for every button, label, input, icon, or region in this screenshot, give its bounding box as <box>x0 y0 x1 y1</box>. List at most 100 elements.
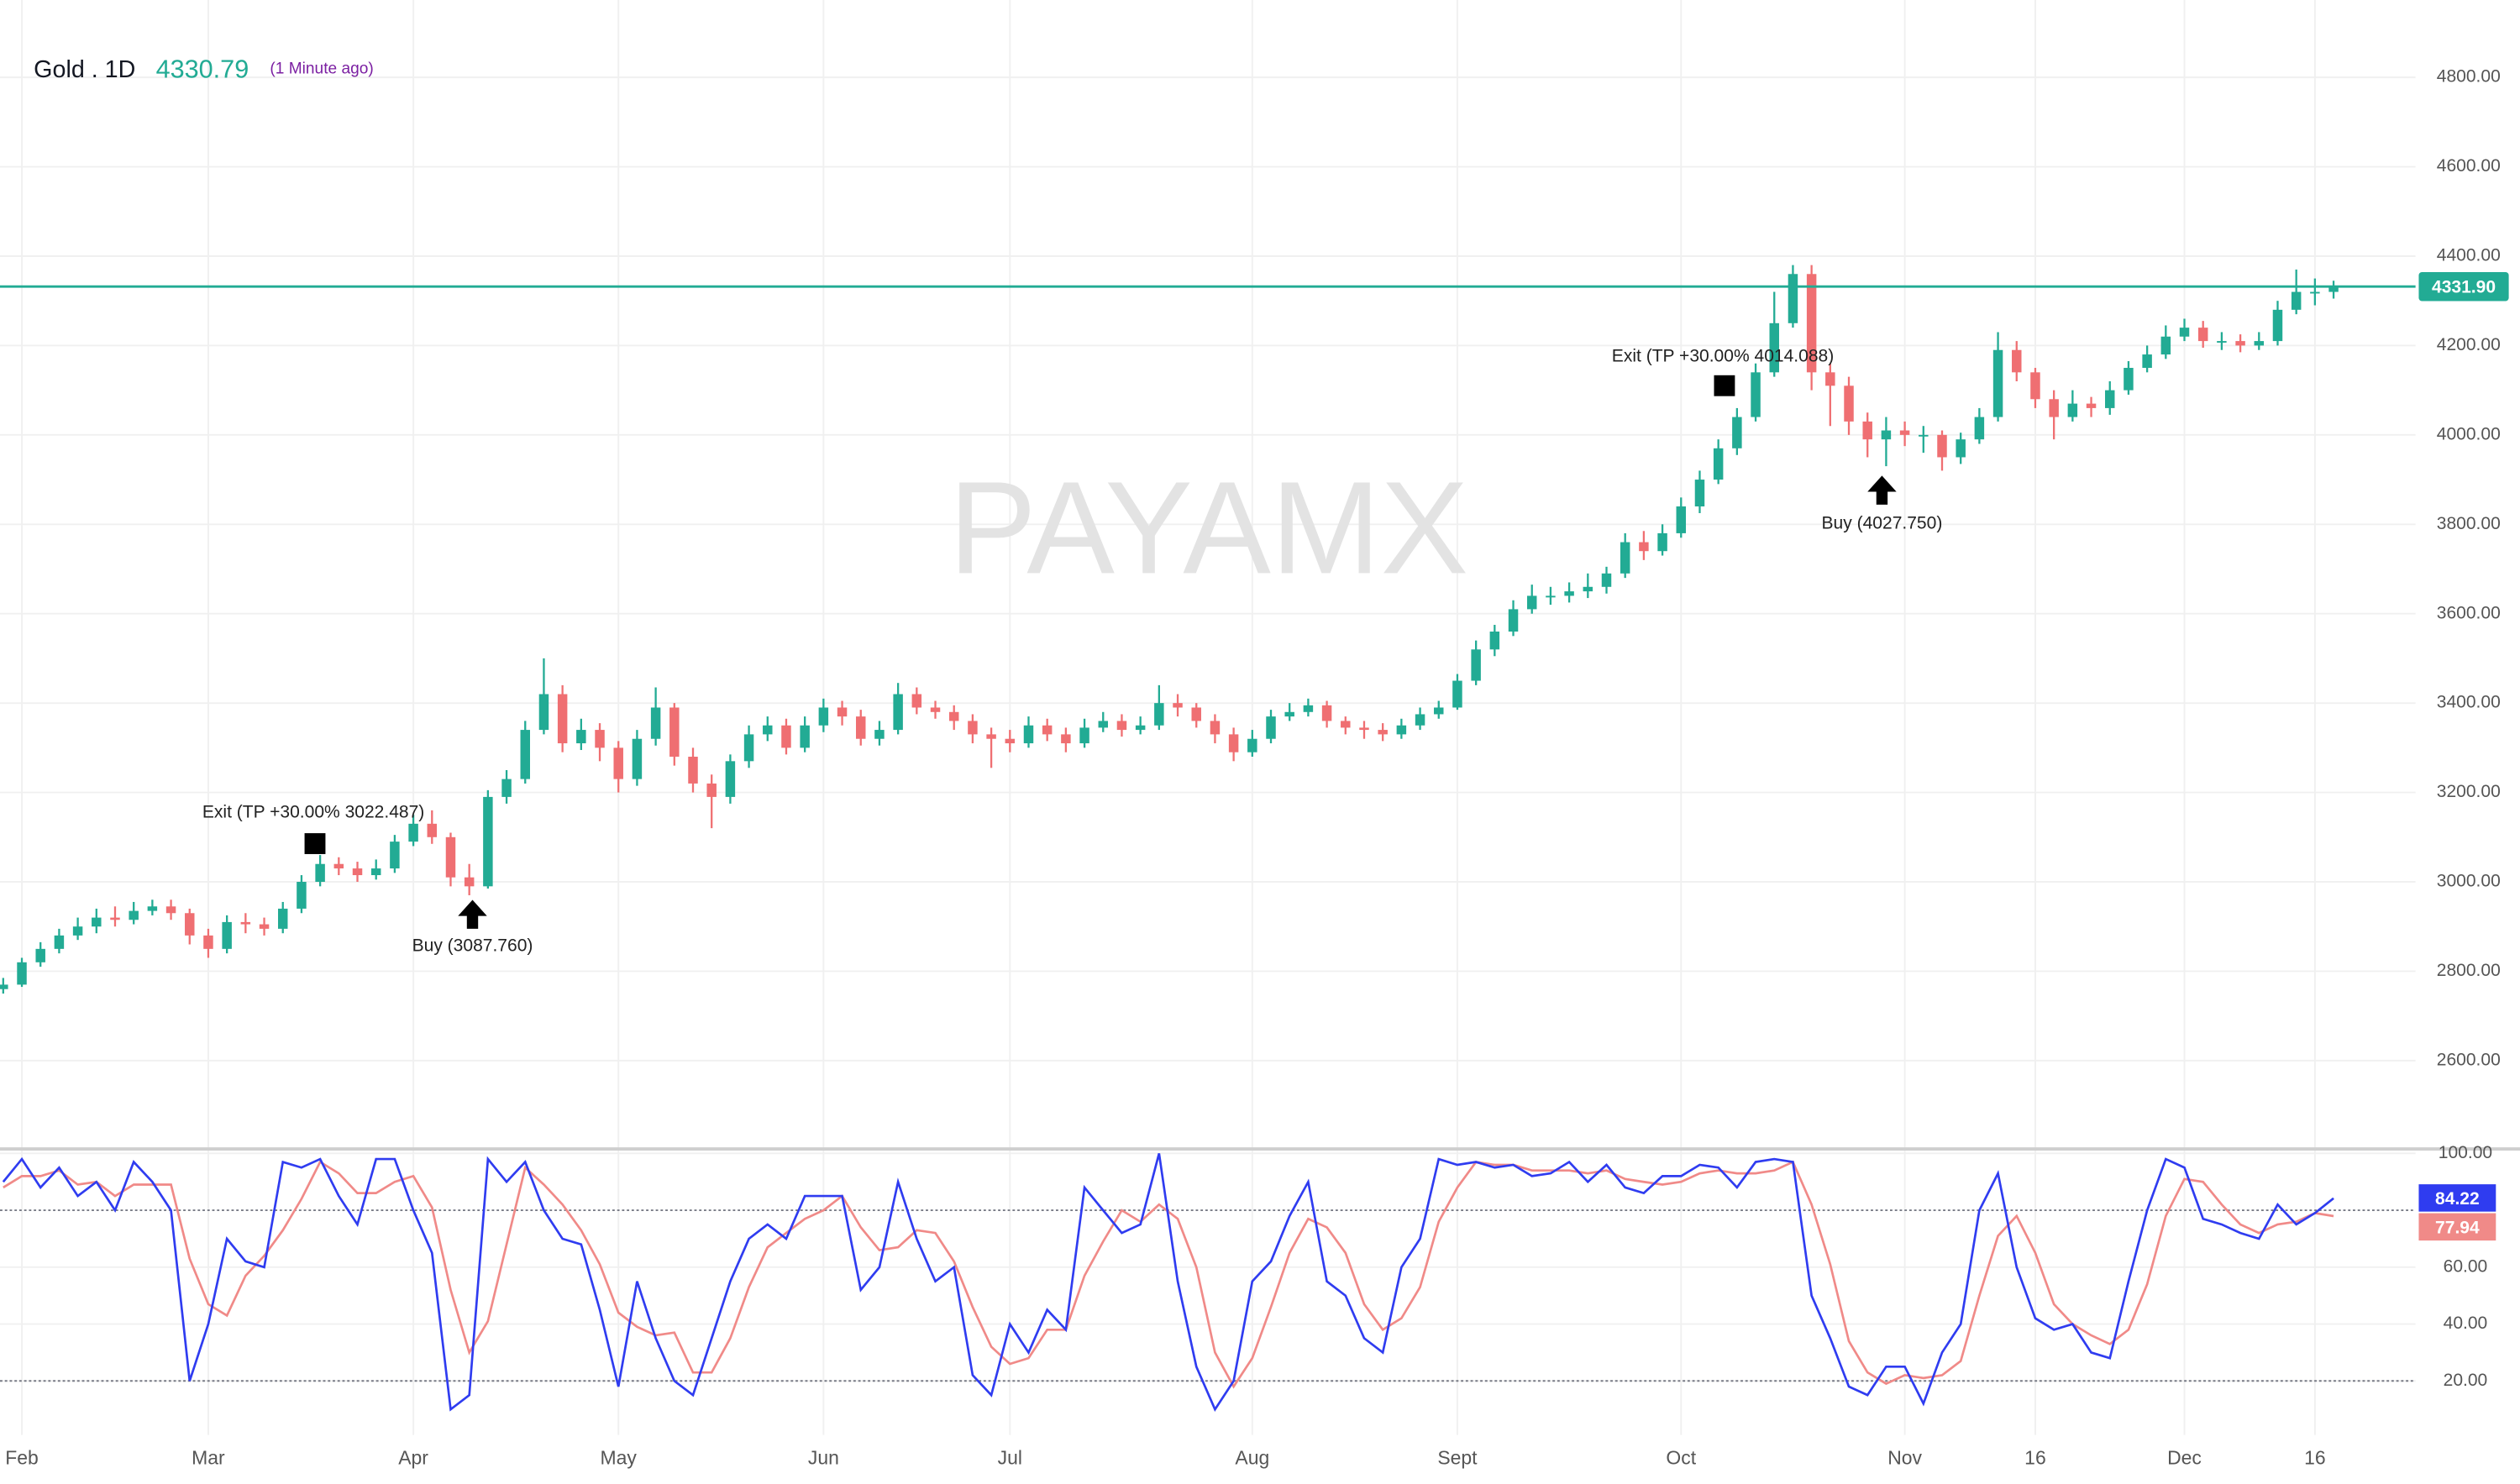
y-tick-label: 4000.00 <box>2437 424 2501 443</box>
candle-body <box>520 730 530 779</box>
candle-body <box>333 863 344 869</box>
candle-body <box>1489 632 1500 650</box>
grid <box>0 0 2416 1435</box>
candle-body <box>613 747 623 779</box>
candle-body <box>930 707 941 712</box>
candle-body <box>2328 286 2339 292</box>
candle-body <box>1844 385 1854 422</box>
candle-body <box>1247 738 1257 752</box>
candle-body <box>2067 403 2078 417</box>
annotation-label: Buy (3087.760) <box>412 936 533 956</box>
x-tick-label: Feb <box>5 1446 39 1468</box>
candle-body <box>222 921 232 949</box>
y-tick-label: 60.00 <box>2444 1256 2488 1276</box>
candle-body <box>763 725 773 735</box>
candle-body <box>1937 434 1947 458</box>
candle-body <box>1583 586 1593 592</box>
candle-body <box>352 868 363 876</box>
candle-body <box>1620 542 1630 574</box>
x-tick-label: Jun <box>808 1446 839 1468</box>
candle-body <box>1173 703 1183 708</box>
candle-body <box>147 906 158 911</box>
candle-body <box>1732 417 1742 448</box>
candle-body <box>1751 372 1761 417</box>
candle-body <box>0 984 8 989</box>
candle-body <box>1079 727 1089 744</box>
candle-body <box>1042 725 1053 735</box>
candle-body <box>2235 341 2245 346</box>
candle-body <box>837 707 848 717</box>
candle-body <box>743 734 754 762</box>
candle-body <box>165 906 176 914</box>
y-tick-label: 2600.00 <box>2437 1050 2501 1069</box>
stoch-line <box>2 1153 2334 1412</box>
candle-body <box>1881 430 1892 440</box>
exit-marker <box>304 833 326 854</box>
candle-body <box>2179 328 2190 337</box>
candle-body <box>297 882 307 909</box>
candle-body <box>781 725 791 748</box>
candle-body <box>538 694 549 731</box>
x-tick-label: Mar <box>192 1446 225 1468</box>
y-tick-label: 4200.00 <box>2437 335 2501 354</box>
candle-body <box>1639 542 1649 552</box>
candle-body <box>986 734 996 739</box>
candle-body <box>2254 341 2265 346</box>
candle-body <box>1992 349 2003 417</box>
y-tick-label: 4600.00 <box>2437 156 2501 176</box>
candle-body <box>185 913 195 936</box>
x-tick-label: Dec <box>2167 1446 2202 1468</box>
candle-body <box>595 730 605 748</box>
candle-body <box>1546 595 1556 598</box>
candle-body <box>1378 730 1388 735</box>
candle-body <box>1434 707 1444 715</box>
candle-body <box>632 738 643 779</box>
candle-body <box>1825 372 1835 386</box>
candle-body <box>129 910 139 920</box>
candle-body <box>1526 595 1537 610</box>
candle-body <box>557 694 568 744</box>
candle-body <box>1676 506 1687 533</box>
candle-body <box>1098 721 1109 728</box>
y-tick-label: 3800.00 <box>2437 514 2501 533</box>
candle-body <box>370 868 381 876</box>
candle-body <box>893 694 903 731</box>
candle-body <box>464 877 475 887</box>
candle-body <box>1135 725 1146 731</box>
candle-body <box>2142 354 2152 369</box>
candle-body <box>54 935 65 949</box>
candle-body <box>1266 716 1276 739</box>
candle-body <box>800 725 810 748</box>
candle-body <box>501 779 512 797</box>
candle-body <box>1919 434 1929 437</box>
candle-body <box>2160 336 2171 355</box>
candle-body <box>1023 725 1034 744</box>
candle-body <box>1341 721 1351 728</box>
value-tag-label: 84.22 <box>2435 1189 2480 1209</box>
buy-marker <box>1867 475 1897 505</box>
candle-body <box>2310 291 2320 294</box>
y-tick-label: 3000.00 <box>2437 872 2501 891</box>
candle-body <box>35 948 45 962</box>
candle-body <box>818 707 829 726</box>
x-tick-label: Apr <box>398 1446 428 1468</box>
candle-body <box>1601 573 1612 587</box>
candle-body <box>315 863 325 883</box>
watermark: PAYAMX <box>948 454 1468 601</box>
symbol: Gold . 1D <box>34 56 135 83</box>
candle-body <box>1415 714 1425 726</box>
x-tick-label: 16 <box>2024 1446 2046 1468</box>
candle-body <box>1769 322 1779 373</box>
candle-body <box>911 694 922 708</box>
candle-body <box>1806 274 1817 373</box>
candle-body <box>1508 609 1519 632</box>
candle-body <box>110 917 120 920</box>
candle-body <box>576 730 586 744</box>
candle-body <box>1228 734 1239 752</box>
annotation-label: Exit (TP +30.00% 4014.088) <box>1612 346 1834 365</box>
last-price-label: 4331.90 <box>2432 278 2496 297</box>
x-tick-label: Sept <box>1437 1446 1478 1468</box>
y-tick-label: 4400.00 <box>2437 246 2501 265</box>
